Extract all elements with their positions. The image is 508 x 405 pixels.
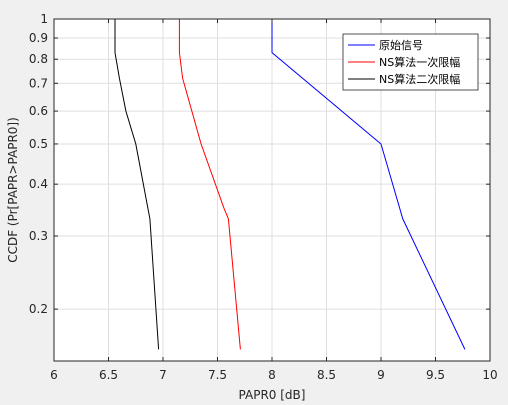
x-tick-label: 8.5 [317, 368, 336, 382]
x-axis-label: PAPR0 [dB] [239, 388, 306, 402]
series-line [178, 19, 241, 350]
y-tick-label: 0.2 [29, 302, 48, 316]
x-tick-label: 9 [377, 368, 385, 382]
axis-ticks: 6 6.5 7 7.5 8 8.5 9 9.5 10 0.2 0.3 0.4 0.5 0.6 0.7 0.8 0… [29, 12, 498, 382]
y-tick-label: 0.5 [29, 137, 48, 151]
y-tick-label: 0.9 [29, 31, 48, 45]
y-axis-label: CCDF (Pr[PAPR>PAPR0]) [6, 117, 20, 263]
x-tick-label: 8 [268, 368, 276, 382]
legend-label: 原始信号 [379, 38, 423, 52]
y-tick-label: 1 [40, 12, 48, 26]
x-tick-label: 6 [50, 368, 58, 382]
y-tick-label: 0.4 [29, 177, 48, 191]
y-tick-label: 0.3 [29, 229, 48, 243]
legend-label: NS算法一次限幅 [379, 55, 460, 69]
x-tick-label: 6.5 [99, 368, 118, 382]
y-tick-label: 0.8 [29, 52, 48, 66]
legend-label: NS算法二次限幅 [379, 72, 460, 86]
series-line [114, 19, 160, 350]
x-tick-label: 9.5 [426, 368, 445, 382]
legend: 原始信号 NS算法一次限幅 NS算法二次限幅 [342, 33, 479, 91]
y-tick-label: 0.7 [29, 76, 48, 90]
x-tick-label: 7.5 [208, 368, 227, 382]
series-line [271, 19, 466, 350]
series-lines [114, 19, 466, 350]
x-tick-label: 10 [482, 368, 497, 382]
y-tick-label: 0.6 [29, 104, 48, 118]
x-tick-label: 7 [159, 368, 167, 382]
